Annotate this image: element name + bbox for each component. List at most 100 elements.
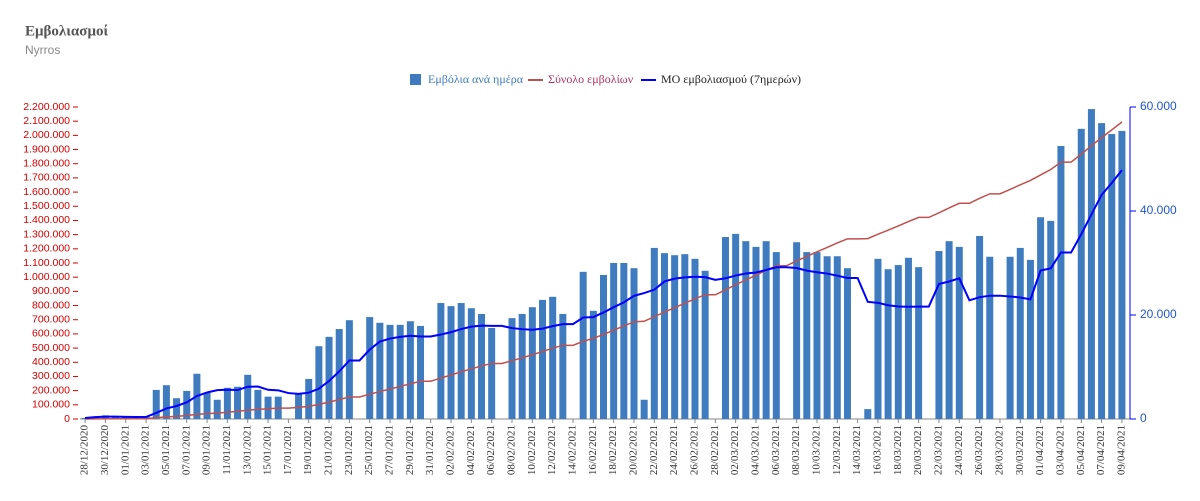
x-tick-label: 09/01/2021 (201, 425, 213, 475)
x-tick-label: 04/02/2021 (465, 425, 477, 475)
bar (762, 241, 770, 419)
x-tick-label: 20/03/2021 (912, 425, 924, 475)
x-tick-label: 02/03/2021 (729, 425, 741, 475)
y-tick-label: 1.500.000 (23, 200, 70, 212)
bar (772, 252, 780, 419)
legend-label: Σύνολο εμβολίων (548, 72, 634, 86)
bar (681, 254, 689, 419)
bar (1037, 217, 1045, 419)
x-tick-label: 13/01/2021 (241, 425, 253, 475)
x-tick-label: 22/02/2021 (648, 425, 660, 475)
bar (173, 398, 181, 419)
bar (884, 269, 892, 419)
y-tick-label: 1.000.000 (23, 271, 70, 283)
bar (508, 318, 516, 419)
y-tick-label: 1.100.000 (23, 257, 70, 269)
y-tick-label: 1.800.000 (23, 158, 70, 170)
bar (457, 303, 465, 419)
bar (325, 336, 333, 419)
bar (579, 271, 587, 419)
bar (437, 303, 445, 419)
y-tick-label: 2.200.000 (23, 101, 70, 113)
x-tick-label: 16/02/2021 (587, 425, 599, 475)
bar (894, 265, 902, 419)
bar (843, 268, 851, 419)
x-tick-label: 15/01/2021 (262, 425, 274, 475)
bar (833, 256, 841, 419)
bar (803, 252, 811, 419)
bar (650, 247, 658, 419)
bar (406, 321, 414, 419)
y-tick-label: 700.000 (32, 314, 70, 326)
x-tick-label: 03/01/2021 (140, 425, 152, 475)
x-tick-label: 22/03/2021 (932, 425, 944, 475)
bar (671, 255, 679, 419)
bar (976, 235, 984, 419)
bar (467, 308, 475, 419)
bar (213, 399, 221, 419)
x-tick-label: 30/03/2021 (1014, 425, 1026, 475)
bar (539, 299, 547, 419)
bar (742, 241, 750, 419)
bar (955, 246, 963, 419)
x-tick-label: 07/04/2021 (1095, 425, 1107, 475)
bar (549, 296, 557, 419)
y-tick-label: 1.900.000 (23, 143, 70, 155)
line (85, 169, 1123, 419)
bar (1118, 130, 1126, 420)
bar (691, 258, 699, 419)
bar (559, 313, 567, 419)
bar (1087, 109, 1095, 419)
x-tick-label: 03/04/2021 (1054, 425, 1066, 475)
x-tick-label: 12/02/2021 (546, 425, 558, 475)
x-tick-label: 23/01/2021 (343, 425, 355, 475)
bar (1108, 134, 1116, 420)
y-tick-label: 600.000 (32, 328, 70, 340)
y-tick-label: 2.000.000 (23, 129, 70, 141)
bar (793, 242, 801, 419)
x-tick-label: 10/03/2021 (810, 425, 822, 475)
bar (335, 329, 343, 419)
x-tick-label: 25/01/2021 (363, 425, 375, 475)
bar (417, 325, 425, 419)
y-tick-label: 800.000 (32, 299, 70, 311)
x-tick-label: 10/02/2021 (526, 425, 538, 475)
x-tick-label: 11/01/2021 (221, 425, 233, 475)
bar (904, 257, 912, 419)
x-tick-label: 01/01/2021 (119, 425, 131, 475)
x-tick-label: 26/02/2021 (689, 425, 701, 475)
bar (112, 416, 120, 419)
bar (620, 263, 628, 419)
y2-tick-label: 20.000 (1140, 307, 1177, 321)
bar (935, 251, 943, 419)
bar (610, 263, 618, 419)
bar (305, 378, 313, 419)
y-tick-label: 900.000 (32, 285, 70, 297)
x-tick-label: 05/01/2021 (160, 425, 172, 475)
x-tick-label: 24/02/2021 (668, 425, 680, 475)
bar (345, 320, 353, 419)
bar (162, 385, 170, 419)
bar (264, 396, 272, 419)
bar (589, 310, 597, 419)
bar (732, 233, 740, 419)
bar (488, 328, 496, 419)
y-tick-label: 1.200.000 (23, 243, 70, 255)
x-tick-label: 28/03/2021 (993, 425, 1005, 475)
bar (813, 252, 821, 419)
x-tick-label: 04/03/2021 (750, 425, 762, 475)
bar (315, 346, 323, 419)
legend-label: ΜΟ εμβολιασμού (7ημερών) (661, 72, 801, 86)
line (85, 121, 1123, 420)
x-tick-label: 02/02/2021 (445, 425, 457, 475)
x-tick-label: 18/03/2021 (892, 425, 904, 475)
bar (203, 393, 211, 419)
bar (396, 324, 404, 419)
x-tick-label: 30/12/2020 (99, 425, 111, 476)
bar (1077, 128, 1085, 419)
x-tick-label: 28/12/2020 (79, 425, 91, 476)
x-tick-label: 28/02/2021 (709, 425, 721, 475)
bar (1098, 123, 1106, 420)
